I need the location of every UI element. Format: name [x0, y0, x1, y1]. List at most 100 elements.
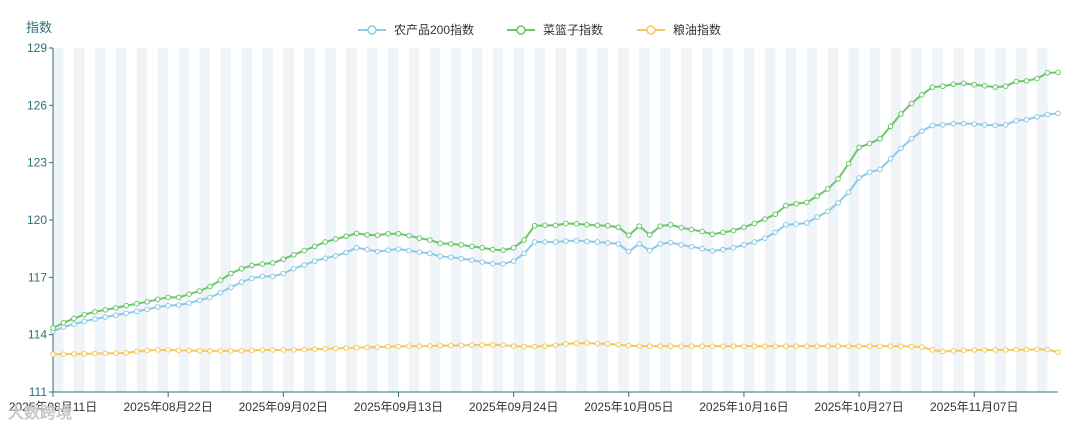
data-point[interactable] [374, 248, 381, 255]
data-point[interactable] [678, 242, 684, 248]
data-point[interactable] [856, 144, 862, 151]
data-point[interactable] [500, 342, 506, 348]
data-point[interactable] [542, 239, 548, 245]
data-point[interactable] [940, 122, 946, 128]
data-point[interactable] [301, 262, 308, 268]
data-point[interactable] [406, 343, 412, 349]
data-point[interactable] [71, 321, 77, 327]
data-point[interactable] [573, 237, 580, 244]
data-point[interactable] [521, 237, 527, 243]
data-point[interactable] [259, 273, 266, 280]
data-point[interactable] [1013, 117, 1019, 124]
data-point[interactable] [133, 308, 140, 315]
data-point[interactable] [427, 343, 433, 349]
data-point[interactable] [605, 240, 611, 246]
data-point[interactable] [960, 347, 967, 354]
data-point[interactable] [50, 351, 56, 357]
data-point[interactable] [803, 199, 810, 206]
data-point[interactable] [458, 242, 465, 248]
data-point[interactable] [489, 246, 496, 253]
data-point[interactable] [270, 347, 276, 353]
data-point[interactable] [81, 311, 88, 318]
data-point[interactable] [290, 346, 297, 353]
data-point[interactable] [762, 216, 768, 222]
data-point[interactable] [542, 222, 548, 229]
data-point[interactable] [113, 305, 119, 311]
data-point[interactable] [311, 243, 318, 250]
data-point[interactable] [123, 350, 130, 356]
data-point[interactable] [751, 220, 758, 227]
data-point[interactable] [448, 241, 454, 247]
data-point[interactable] [60, 320, 67, 326]
data-point[interactable] [845, 160, 852, 167]
data-point[interactable] [919, 128, 925, 134]
data-point[interactable] [458, 342, 465, 349]
data-point[interactable] [1055, 110, 1061, 117]
data-point[interactable] [353, 230, 360, 237]
data-point[interactable] [332, 345, 339, 352]
data-point[interactable] [615, 241, 622, 247]
data-point[interactable] [343, 249, 349, 256]
data-point[interactable] [1023, 78, 1030, 84]
data-point[interactable] [144, 347, 151, 354]
data-point[interactable] [584, 238, 590, 245]
data-point[interactable] [343, 345, 349, 351]
data-point[interactable] [573, 221, 580, 227]
data-point[interactable] [102, 350, 109, 357]
data-point[interactable] [646, 232, 653, 238]
data-point[interactable] [249, 262, 255, 269]
data-point[interactable] [102, 307, 109, 313]
data-point[interactable] [563, 220, 569, 227]
data-point[interactable] [427, 237, 433, 243]
data-point[interactable] [940, 83, 946, 90]
data-point[interactable] [573, 340, 580, 347]
data-point[interactable] [667, 239, 674, 246]
data-point[interactable] [971, 347, 978, 353]
data-point[interactable] [416, 235, 423, 241]
data-point[interactable] [1055, 69, 1061, 76]
data-point[interactable] [625, 342, 632, 349]
data-point[interactable] [667, 343, 674, 349]
data-point[interactable] [249, 347, 255, 354]
data-point[interactable] [60, 351, 67, 357]
data-point[interactable] [427, 250, 433, 257]
data-point[interactable] [311, 346, 318, 352]
data-point[interactable] [238, 265, 245, 272]
data-point[interactable] [720, 246, 726, 253]
data-point[interactable] [908, 343, 915, 350]
data-point[interactable] [678, 224, 684, 231]
data-point[interactable] [521, 343, 527, 350]
data-point[interactable] [730, 227, 737, 234]
data-point[interactable] [154, 296, 161, 303]
data-point[interactable] [594, 340, 601, 347]
data-point[interactable] [437, 342, 444, 349]
data-point[interactable] [856, 175, 862, 181]
data-point[interactable] [489, 260, 496, 267]
data-point[interactable] [929, 122, 936, 129]
data-point[interactable] [699, 245, 705, 252]
data-point[interactable] [154, 347, 161, 353]
data-point[interactable] [437, 253, 444, 260]
data-point[interactable] [709, 248, 716, 254]
data-point[interactable] [699, 228, 705, 235]
data-point[interactable] [207, 348, 213, 354]
data-point[interactable] [824, 208, 831, 215]
data-point[interactable] [772, 343, 779, 349]
data-point[interactable] [950, 81, 957, 88]
data-point[interactable] [992, 347, 998, 353]
data-point[interactable] [709, 231, 716, 238]
data-point[interactable] [133, 300, 140, 307]
data-point[interactable] [803, 220, 810, 226]
data-point[interactable] [510, 343, 517, 349]
data-point[interactable] [636, 343, 643, 349]
data-point[interactable] [783, 343, 789, 349]
data-point[interactable] [730, 244, 737, 251]
data-point[interactable] [531, 239, 538, 245]
data-point[interactable] [322, 346, 328, 352]
data-point[interactable] [992, 84, 998, 90]
data-point[interactable] [898, 343, 904, 349]
data-point[interactable] [81, 318, 88, 325]
data-point[interactable] [458, 255, 465, 262]
data-point[interactable] [71, 351, 77, 357]
data-point[interactable] [364, 246, 370, 253]
